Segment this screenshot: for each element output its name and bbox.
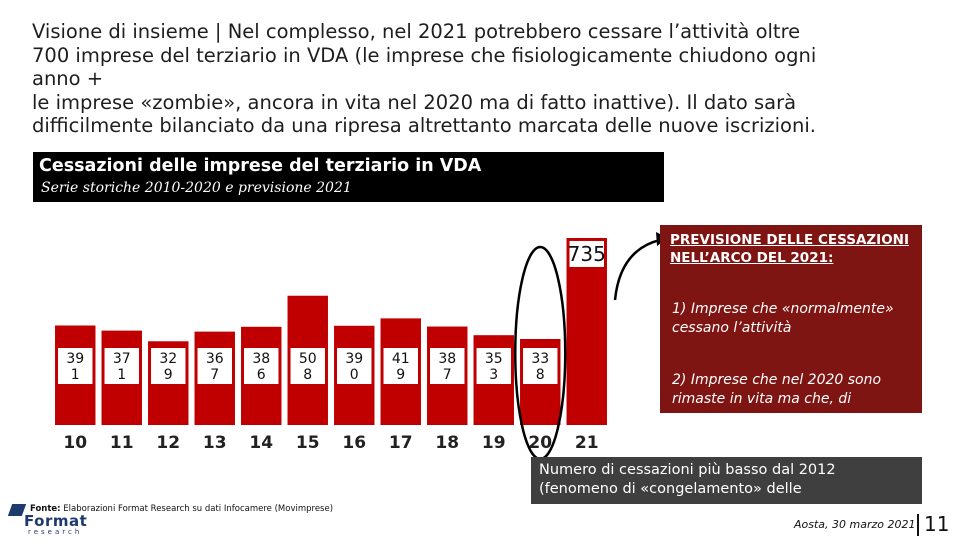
bar-label-15: 50	[299, 351, 317, 367]
logo-word: Format	[24, 512, 88, 530]
bar-label-15-part2: 8	[303, 367, 312, 383]
title-line: le imprese «zombie», ancora in vita nel …	[32, 90, 797, 114]
tick-label-12: 12	[156, 433, 180, 453]
tick-label-14: 14	[249, 433, 273, 453]
bar-label-14: 38	[252, 351, 270, 367]
footer-date: Aosta, 30 marzo 2021	[794, 518, 916, 531]
page-number: 11	[924, 512, 950, 536]
bar-label-17-part2: 9	[396, 367, 405, 383]
bar-label-16: 39	[345, 351, 363, 367]
bar-label-12-part2: 9	[164, 367, 173, 383]
tick-label-16: 16	[342, 433, 366, 453]
tick-label-15: 15	[296, 433, 320, 453]
bar-label-18: 38	[438, 351, 456, 367]
title-line: difficilmente bilanciato da una ripresa …	[32, 114, 816, 137]
callout-box: Numero di cessazioni più basso dal 2012 …	[531, 457, 922, 504]
bar-label-12: 32	[159, 351, 177, 367]
bar-label-13-part2: 7	[210, 367, 219, 383]
bar-label-14-part2: 6	[257, 367, 266, 383]
source-note: Fonte: Elaborazioni Format Research su d…	[30, 504, 333, 514]
bar-label-bg-15	[290, 348, 325, 384]
forecast-arrow	[613, 238, 661, 301]
title-line: 700 imprese del terziario in VDA (le imp…	[32, 43, 817, 67]
bar-label-bg-10	[58, 348, 93, 384]
bar-label-11: 37	[113, 351, 131, 367]
bar-label-19: 35	[485, 351, 503, 367]
tick-label-19: 19	[482, 433, 506, 453]
tick-label-21: 21	[575, 433, 599, 453]
bar-label-18-part2: 7	[443, 367, 452, 383]
tick-label-11: 11	[110, 433, 134, 453]
bar-label-21: 735	[568, 242, 606, 266]
bar-label-20: 33	[531, 351, 549, 367]
bar-label-bg-16	[337, 348, 372, 384]
page-separator	[917, 514, 919, 536]
chart-subtitle: Serie storiche 2010-2020 e previsione 20…	[41, 180, 352, 196]
bar-label-bg-20	[523, 348, 558, 384]
logo-sub: research	[28, 528, 83, 536]
format-research-logo: Format research	[7, 500, 100, 536]
bar-label-10: 39	[66, 351, 84, 367]
tick-label-20: 20	[528, 433, 552, 453]
bar-label-13: 36	[206, 351, 224, 367]
source-text: Elaborazioni Format Research su dati Inf…	[60, 504, 334, 514]
title-line: Visione di insieme | Nel complesso, nel …	[32, 20, 801, 43]
title-line: anno +	[32, 67, 104, 90]
source-label: Fonte:	[30, 504, 61, 514]
bar-label-10-part2: 1	[71, 367, 80, 383]
bar-label-19-part2: 3	[489, 367, 498, 383]
bar-label-bg-19	[476, 348, 511, 384]
bar-label-bg-11	[104, 348, 139, 384]
bar-label-bg-13	[197, 348, 232, 384]
bar-21	[566, 237, 607, 425]
bar-label-bg-14	[244, 348, 279, 384]
bar-label-bg-18	[430, 348, 465, 384]
bar-label-20-part2: 8	[536, 367, 545, 383]
bar-label-bg-12	[151, 348, 186, 384]
forecast-panel-title: PREVISIONE DELLE CESSAZIONI NELL’ARCO DE…	[670, 232, 910, 266]
forecast-panel: PREVISIONE DELLE CESSAZIONI NELL’ARCO DE…	[660, 225, 922, 413]
tick-label-18: 18	[435, 433, 459, 453]
chart-header: Cessazioni delle imprese del terziario i…	[33, 152, 664, 202]
bar-label-11-part2: 1	[117, 367, 126, 383]
bar-label-bg-21	[569, 240, 604, 267]
tick-label-10: 10	[63, 433, 87, 453]
bar-label-bg-17	[383, 348, 418, 384]
slide-title: Visione di insieme | Nel complesso, nel …	[32, 20, 932, 138]
tick-label-13: 13	[203, 433, 227, 453]
chart-title: Cessazioni delle imprese del terziario i…	[39, 156, 482, 176]
forecast-item-2: 2) Imprese che nel 2020 sono rimaste in …	[672, 372, 882, 407]
bar-label-16-part2: 0	[350, 367, 359, 383]
forecast-item-1: 1) Imprese che «normalmente» cessano l’a…	[672, 301, 894, 336]
tick-label-17: 17	[389, 433, 413, 453]
bar-label-17: 41	[392, 351, 410, 367]
